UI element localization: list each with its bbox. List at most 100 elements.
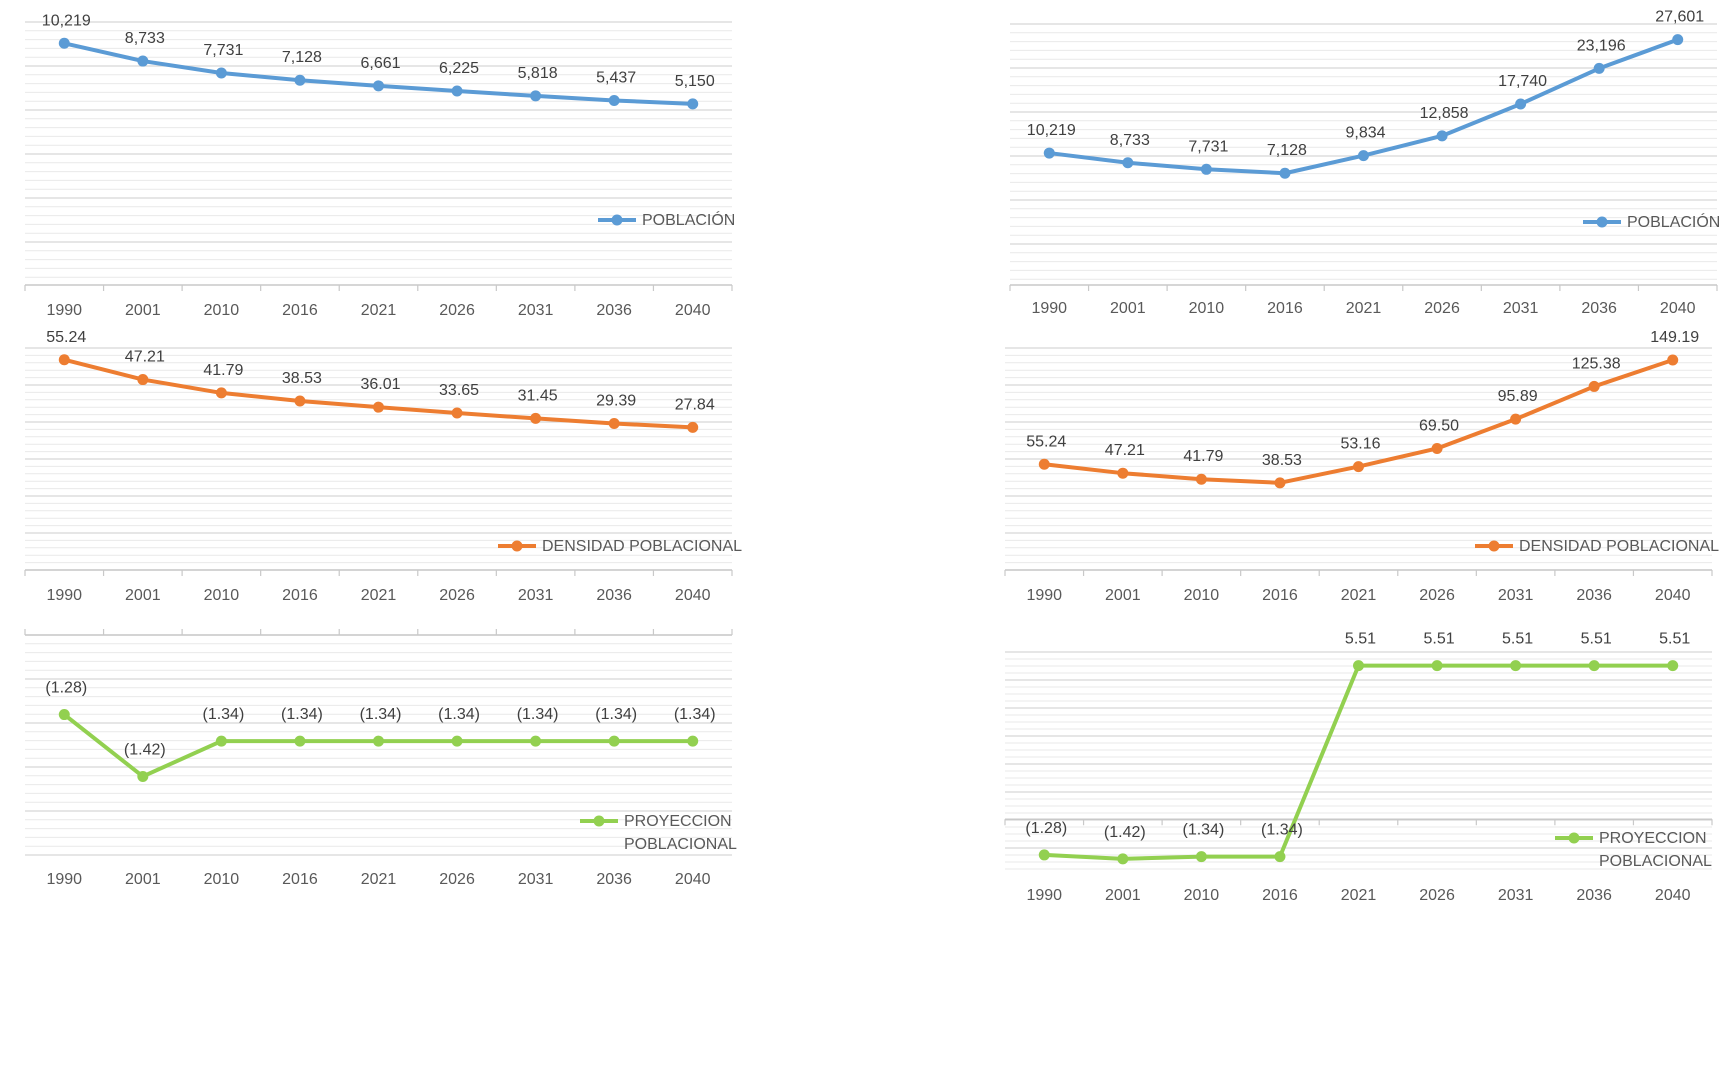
x-tick-label: 2021	[361, 871, 397, 888]
data-point	[1279, 167, 1291, 179]
data-label: (1.34)	[674, 706, 716, 723]
data-label: 23,196	[1577, 37, 1626, 54]
data-point	[1122, 157, 1134, 169]
data-label: (1.42)	[124, 741, 166, 758]
data-point	[451, 85, 463, 97]
data-label: 7,731	[203, 42, 243, 59]
data-label: 41.79	[1183, 448, 1223, 465]
data-label: 8,733	[1110, 132, 1150, 149]
data-label: (1.34)	[595, 706, 637, 723]
data-label: 69.50	[1419, 417, 1459, 434]
chart-proyeccion-left: 1990 2001 2010 2016 2021 2026 2031 2036 2040 (1.2…	[20, 629, 737, 895]
x-tick-label: 2040	[1655, 587, 1691, 604]
data-label: 125.38	[1572, 355, 1621, 372]
chart-proyeccion-right: 1990 2001 2010 2016 2021 2026 2031 2036 2040 (1.2…	[1000, 630, 1715, 912]
x-tick-label: 1990	[1026, 587, 1062, 604]
data-label: 27.84	[675, 396, 715, 413]
data-point	[687, 421, 699, 433]
data-point	[215, 735, 227, 747]
x-tick-label: 2026	[1424, 300, 1460, 317]
data-point	[215, 67, 227, 79]
x-tick-label: 2010	[204, 871, 240, 888]
x-tick-label: 2040	[1660, 300, 1696, 317]
x-tick-label: 2016	[1262, 587, 1298, 604]
chart-poblacion-right-svg: 1990 2001 2010 2016 2021 2026 2031 2036 2040 10,2…	[1009, 9, 1720, 317]
x-tick-label: 2040	[675, 587, 711, 604]
data-point	[1117, 467, 1129, 479]
data-label: 41.79	[203, 362, 243, 379]
legend-swatch-marker	[611, 214, 623, 226]
data-point	[215, 387, 227, 399]
data-label: 10,219	[1027, 122, 1076, 139]
legend: POBLACIÓN	[1583, 212, 1720, 231]
data-label: 5.51	[1345, 631, 1376, 648]
x-tick-label: 2031	[518, 871, 554, 888]
data-label: 7,128	[1267, 142, 1307, 159]
data-point	[1593, 62, 1605, 74]
x-tick-label: 2031	[1503, 300, 1539, 317]
data-label: (1.34)	[202, 706, 244, 723]
data-label: 31.45	[518, 387, 558, 404]
data-point	[608, 418, 620, 430]
x-tick-label: 2040	[1655, 887, 1691, 904]
data-point	[58, 37, 70, 49]
x-tick-label: 2036	[596, 871, 632, 888]
data-label: 8,733	[125, 30, 165, 47]
x-tick-label: 2010	[204, 587, 240, 604]
legend-label: PROYECCION	[1599, 830, 1707, 847]
data-point	[1510, 660, 1522, 672]
data-point	[137, 770, 149, 782]
data-point	[58, 709, 70, 721]
x-tick-label: 2026	[439, 302, 475, 319]
data-point	[1274, 477, 1286, 489]
data-point	[1431, 442, 1443, 454]
x-tick-label: 2036	[596, 302, 632, 319]
data-point	[1195, 473, 1207, 485]
x-tick-label: 2001	[125, 302, 161, 319]
x-tick-label: 2026	[1419, 887, 1455, 904]
x-tick-label: 2021	[361, 587, 397, 604]
data-label: (1.42)	[1104, 824, 1146, 841]
data-point	[58, 354, 70, 366]
data-point	[530, 412, 542, 424]
data-label: 5,437	[596, 69, 636, 86]
data-label: 27,601	[1655, 9, 1704, 26]
data-point	[294, 395, 306, 407]
data-point	[137, 55, 149, 67]
legend: DENSIDAD POBLACIONAL	[498, 538, 742, 555]
x-tick-label: 2021	[1341, 887, 1377, 904]
chart-densidad-left-svg: 1990 2001 2010 2016 2021 2026 2031 2036 2040 55.2…	[24, 329, 742, 604]
data-label: (1.34)	[1182, 822, 1224, 839]
x-tick-label: 2016	[282, 871, 318, 888]
x-tick-label: 2016	[282, 587, 318, 604]
gridlines	[25, 634, 732, 856]
data-label: (1.34)	[438, 706, 480, 723]
legend-label: POBLACIÓN	[1627, 212, 1720, 231]
data-label: 5,818	[518, 65, 558, 82]
data-label: 9,834	[1345, 125, 1385, 142]
legend: PROYECCION POBLACIONAL	[580, 813, 737, 853]
data-point	[1200, 163, 1212, 175]
x-tick-label: 2001	[1105, 587, 1141, 604]
data-label: 47.21	[1105, 442, 1145, 459]
x-tick-label: 2001	[1105, 887, 1141, 904]
data-label: 6,225	[439, 60, 479, 77]
x-tick-label: 2010	[1184, 887, 1220, 904]
data-label: 149.19	[1650, 329, 1699, 346]
data-point	[373, 80, 384, 92]
x-tick-label: 2026	[439, 587, 475, 604]
legend: PROYECCION POBLACIONAL	[1555, 830, 1712, 870]
chart-poblacion-left-svg: 1990 2001 2010 2016 2021 2026 2031 2036 2040 10,2…	[24, 12, 735, 319]
data-point	[1274, 851, 1286, 863]
data-label: 10,219	[42, 12, 91, 29]
data-label: 6,661	[360, 55, 400, 72]
data-point	[1588, 660, 1600, 672]
x-tick-label: 2010	[1184, 587, 1220, 604]
chart-poblacion-left: 1990 2001 2010 2016 2021 2026 2031 2036 2040 10,2…	[20, 12, 735, 320]
data-label: 5.51	[1581, 631, 1612, 648]
x-tick-label: 2021	[361, 302, 397, 319]
data-label: (1.28)	[45, 680, 87, 697]
x-tick-label: 2036	[1581, 300, 1617, 317]
data-label: (1.28)	[1025, 820, 1067, 837]
x-tick-label: 2010	[1189, 300, 1225, 317]
